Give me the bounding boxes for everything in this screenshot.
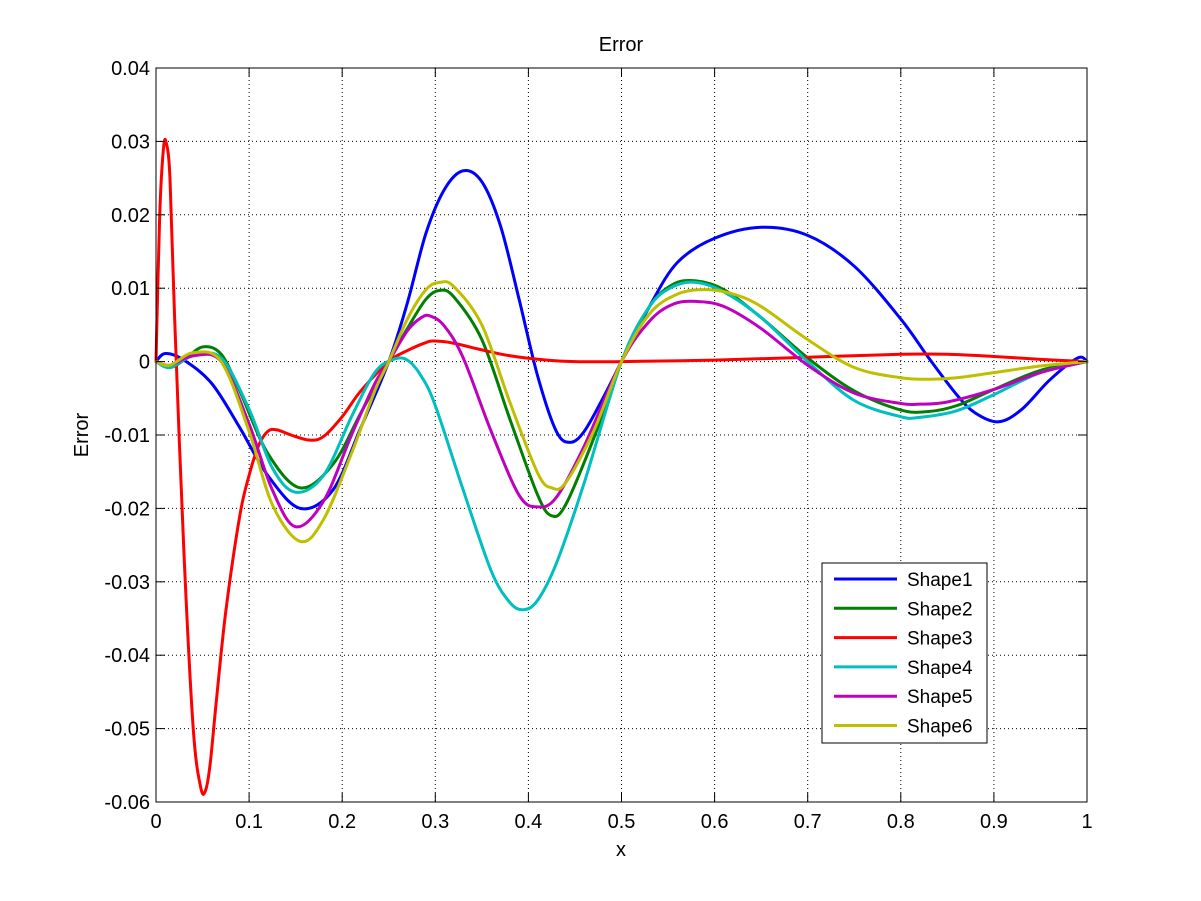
series-line-shape1 bbox=[154, 169, 1089, 511]
series-lines bbox=[154, 137, 1089, 796]
y-tick-label: -0.03 bbox=[104, 572, 150, 594]
y-tick-label: 0.01 bbox=[111, 278, 150, 300]
y-tick-label: 0 bbox=[139, 352, 150, 374]
y-tick-label: -0.05 bbox=[104, 719, 150, 741]
legend-label-shape2: Shape2 bbox=[907, 599, 973, 620]
series-line-shape4 bbox=[154, 280, 1089, 612]
x-tick-label: 0.6 bbox=[701, 811, 729, 833]
x-tick-label: 0.3 bbox=[421, 811, 449, 833]
legend-label-shape4: Shape4 bbox=[907, 658, 973, 679]
chart-title: Error bbox=[599, 34, 644, 56]
x-tick-label: 0.2 bbox=[328, 811, 356, 833]
y-tick-label: -0.01 bbox=[104, 425, 150, 447]
series-line-shape3 bbox=[154, 137, 1089, 796]
x-axis-label: x bbox=[616, 839, 626, 861]
x-tick-label: 0.7 bbox=[794, 811, 822, 833]
x-tick-label: 0.8 bbox=[887, 811, 915, 833]
x-tick-label: 0.5 bbox=[608, 811, 636, 833]
x-tick-label: 0.1 bbox=[235, 811, 263, 833]
series-line-shape5 bbox=[154, 299, 1089, 529]
legend-label-shape1: Shape1 bbox=[907, 570, 973, 591]
y-axis-ticks: -0.06 -0.05 -0.04 -0.03 -0.02 -0.01 0 0.01 0.02 0… bbox=[104, 58, 1087, 814]
y-tick-label: 0.04 bbox=[111, 58, 150, 80]
legend-label-shape5: Shape5 bbox=[907, 687, 973, 708]
y-tick-label: 0.02 bbox=[111, 205, 150, 227]
x-tick-label: 0.4 bbox=[514, 811, 542, 833]
legend-label-shape6: Shape6 bbox=[907, 717, 973, 738]
y-axis-label: Error bbox=[71, 412, 93, 457]
legend: Shape1 Shape2 Shape3 Shape4 Shape5 Shape6 bbox=[821, 562, 988, 744]
x-tick-label: 1 bbox=[1081, 811, 1092, 833]
y-tick-label: -0.06 bbox=[104, 792, 150, 814]
legend-box bbox=[821, 562, 988, 744]
x-tick-label: 0.9 bbox=[980, 811, 1008, 833]
legend-label-shape3: Shape3 bbox=[907, 629, 973, 650]
x-tick-label: 0 bbox=[150, 811, 161, 833]
y-tick-label: -0.04 bbox=[104, 645, 150, 667]
y-tick-label: 0.03 bbox=[111, 131, 150, 153]
series-line-shape6 bbox=[154, 280, 1089, 544]
x-axis-ticks: 0 0.1 0.2 0.3 0.4 0.5 0.6 0.7 0.8 0.9 1 bbox=[150, 68, 1093, 833]
y-tick-label: -0.02 bbox=[104, 498, 150, 520]
